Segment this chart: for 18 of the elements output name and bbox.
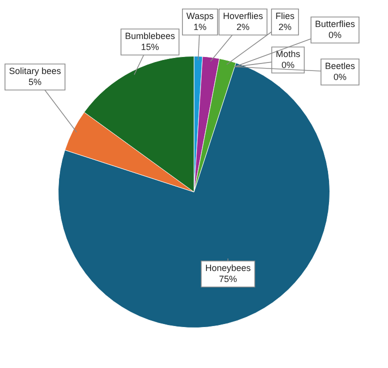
slice-label: Bumblebees (124, 30, 176, 41)
slice-label: Hoverflies (222, 10, 264, 21)
text: 0% (328, 30, 342, 40)
data-label: 5% (28, 76, 42, 87)
category-label: Moths (276, 48, 300, 59)
data-label: 15% (140, 42, 160, 52)
data-label: 1% (193, 22, 207, 32)
slice-label: Flies (275, 10, 295, 21)
data-label: 2% (278, 22, 292, 32)
text: 0% (281, 60, 295, 70)
data-label: 2% (236, 22, 250, 32)
slice-label: Wasps (186, 10, 214, 21)
slice-label: Solitary bees (8, 66, 62, 76)
data-label: 75% (218, 274, 238, 284)
slice-label: Honeybees (205, 262, 252, 273)
category-label: Butterflies (314, 18, 356, 29)
category-label: Beetles (324, 60, 356, 71)
text: 0% (333, 72, 347, 82)
